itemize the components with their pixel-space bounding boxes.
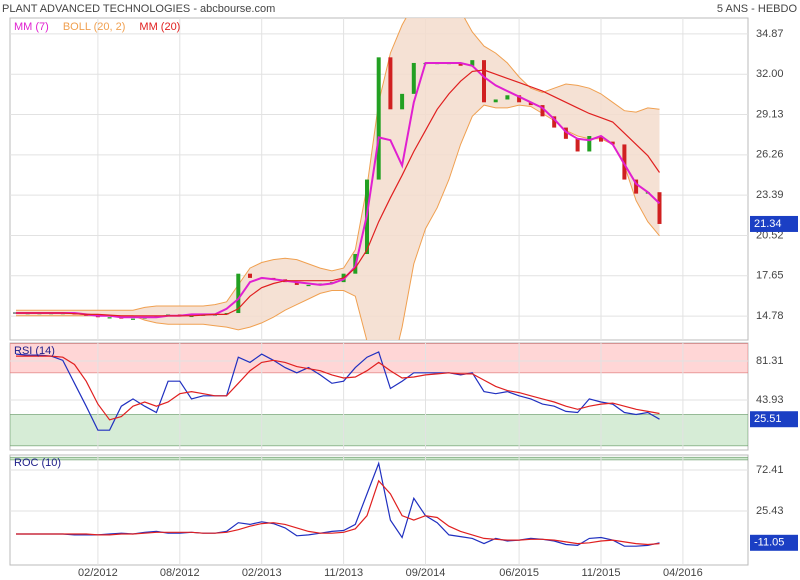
candle <box>552 116 557 128</box>
panel <box>9 454 749 566</box>
legend-entry: MM (7) <box>14 21 49 33</box>
candle <box>236 273 241 314</box>
candle <box>634 179 639 194</box>
zone <box>10 456 748 461</box>
panel-title: RSI (14) <box>14 345 55 357</box>
legend-entry: MM (20) <box>139 21 180 33</box>
y-tick-label: 43.93 <box>756 394 784 406</box>
last-value-label: -11.05 <box>754 537 784 549</box>
y-tick-label: 32.00 <box>756 68 784 80</box>
candle <box>563 127 568 139</box>
candle <box>528 102 533 106</box>
last-value-box <box>750 534 798 551</box>
y-tick-label: 23.39 <box>756 189 784 201</box>
candle <box>107 317 112 319</box>
zone <box>10 343 748 374</box>
y-tick-label: 81.31 <box>756 355 784 367</box>
candle <box>224 313 229 315</box>
moving-average <box>16 69 660 317</box>
x-tick-label: 11/2015 <box>582 567 621 579</box>
candle <box>470 60 475 66</box>
candle <box>657 192 662 224</box>
zone <box>10 414 748 447</box>
last-value-label: 21.34 <box>754 218 782 230</box>
candle <box>540 105 545 117</box>
x-tick-label: 06/2015 <box>499 567 539 579</box>
candle <box>610 141 615 145</box>
last-value-box <box>750 215 798 232</box>
y-tick-label: 14.78 <box>756 310 784 322</box>
candle <box>458 62 463 66</box>
moving-average <box>16 62 661 319</box>
candle <box>599 136 603 142</box>
candle <box>388 57 393 110</box>
chart-subtitle: 5 ANS - HEBDO <box>717 3 798 15</box>
y-tick-label: 29.13 <box>756 108 784 120</box>
x-tick-label: 08/2012 <box>160 567 200 579</box>
candle <box>400 93 405 110</box>
candle <box>248 273 252 278</box>
candle <box>411 62 416 94</box>
candle <box>189 315 194 318</box>
y-tick-label: 20.52 <box>756 229 784 241</box>
indicator-line <box>16 355 660 421</box>
candle <box>306 284 311 287</box>
panel-title: ROC (10) <box>14 457 61 469</box>
candle <box>575 138 580 152</box>
candle <box>482 60 486 103</box>
y-tick-label: 17.65 <box>756 270 784 282</box>
y-tick-label: 25.43 <box>756 505 784 517</box>
y-tick-label: 26.26 <box>756 149 784 161</box>
x-tick-label: 09/2014 <box>406 567 446 579</box>
indicator-line <box>16 461 660 547</box>
candle <box>294 282 299 285</box>
candle <box>517 95 522 103</box>
indicator-line <box>15 351 660 431</box>
candle <box>587 136 592 152</box>
last-value-box <box>750 411 798 428</box>
y-tick-label: 34.87 <box>756 28 784 40</box>
indicator-line <box>16 479 660 546</box>
last-value-label: 25.51 <box>754 413 782 425</box>
candle <box>131 318 135 320</box>
x-tick-label: 02/2012 <box>78 567 118 579</box>
x-tick-label: 11/2013 <box>324 567 363 579</box>
candle <box>376 57 381 180</box>
bollinger-upper <box>16 18 660 311</box>
y-tick-label: 72.41 <box>756 464 784 476</box>
candle <box>505 95 510 100</box>
bollinger-band <box>16 18 660 340</box>
x-tick-label: 04/2016 <box>663 567 703 579</box>
candle <box>493 99 498 103</box>
x-tick-label: 02/2013 <box>242 567 282 579</box>
candle <box>622 144 627 180</box>
legend-entry: BOLL (20, 2) <box>63 21 126 33</box>
chart-title: PLANT ADVANCED TECHNOLOGIES - abcbourse.… <box>2 3 275 15</box>
